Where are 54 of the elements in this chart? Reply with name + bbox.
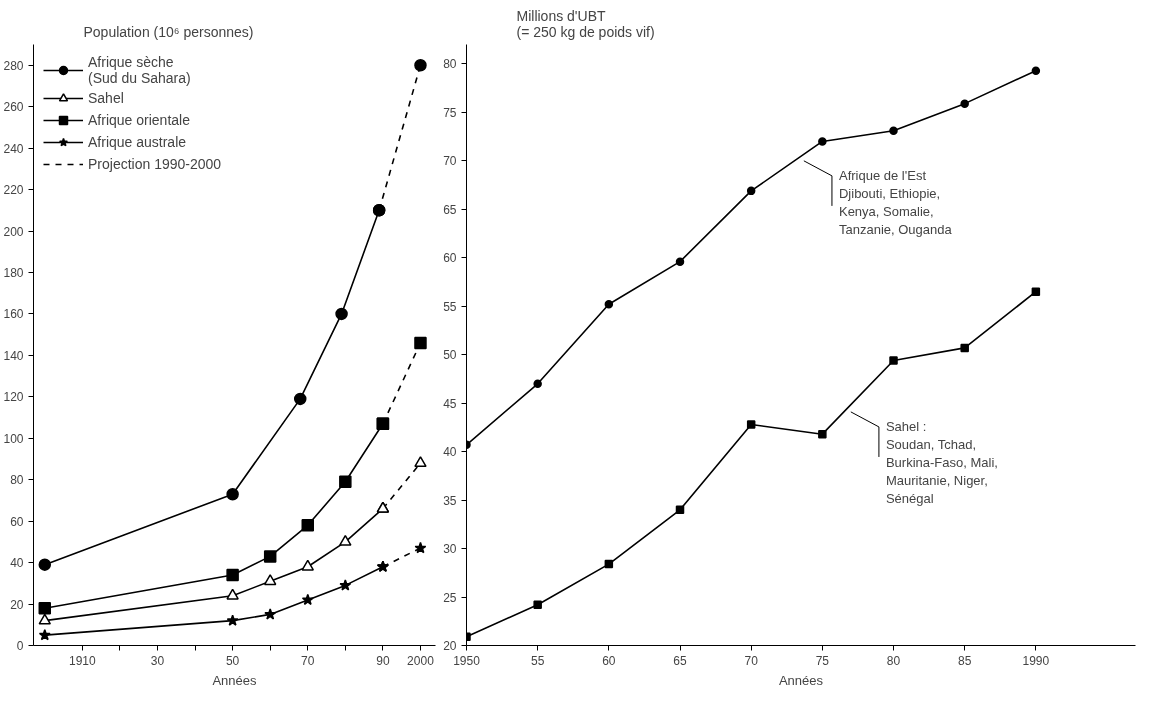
- y-tick-label: 35: [443, 493, 457, 508]
- annotation: Afrique de l'Est Djibouti, Ethiopie, Kenya, Somalie, Tanzanie, Ouganda: [838, 168, 953, 238]
- x-tick-label: 1910: [68, 653, 97, 668]
- annotation: Sahel : Soudan, Tchad, Burkina-Faso, Mali, Mauritanie, Niger, Sénégal: [885, 419, 998, 507]
- y-tick-label: 50: [443, 348, 457, 363]
- legend-label: Sahel: [88, 90, 124, 106]
- y-tick-label: 200: [3, 224, 24, 239]
- x-tick-label: 55: [531, 653, 545, 668]
- x-tick-label: 75: [815, 653, 830, 668]
- x-axis-title: Années: [212, 672, 258, 688]
- y-tick-label: 40: [443, 445, 457, 460]
- y-axis-title: Millions d'UBT (= 250 kg de poids vif): [516, 7, 655, 40]
- x-tick-label: 70: [744, 653, 759, 668]
- y-tick-label: 260: [3, 100, 24, 115]
- y-tick-label: 40: [10, 556, 24, 571]
- y-tick-label: 20: [443, 639, 457, 653]
- x-tick-label: 30: [150, 653, 165, 668]
- y-tick-label: 220: [3, 183, 24, 198]
- x-tick-label: 70: [301, 653, 315, 668]
- x-tick-label: 60: [602, 653, 616, 668]
- y-tick-label: 55: [443, 299, 457, 314]
- x-tick-label: 50: [225, 653, 240, 668]
- legend-label: Afrique orientale: [88, 112, 190, 128]
- y-tick-label: 25: [443, 590, 457, 605]
- y-tick-label: 280: [3, 58, 24, 73]
- x-tick-label: 2000: [407, 653, 435, 668]
- y-axis-title: Population (10⁶ personnes): [83, 23, 254, 40]
- x-tick-label: 85: [958, 653, 972, 668]
- y-tick-label: 70: [443, 154, 457, 169]
- y-tick-label: 80: [443, 57, 457, 72]
- y-tick-label: 45: [443, 396, 457, 411]
- y-tick-label: 30: [443, 542, 457, 557]
- y-tick-label: 80: [10, 473, 24, 488]
- y-tick-label: 120: [3, 390, 24, 405]
- y-tick-label: 60: [443, 251, 457, 266]
- legend-label: Projection 1990-2000: [88, 156, 222, 172]
- y-tick-label: 65: [443, 202, 457, 217]
- y-tick-label: 60: [10, 514, 24, 529]
- x-tick-label: 1950: [453, 653, 481, 668]
- legend-label: Afrique australe: [88, 134, 187, 150]
- y-tick-label: 240: [3, 141, 24, 156]
- y-tick-label: 140: [3, 348, 24, 363]
- x-tick-label: 80: [886, 653, 901, 668]
- x-tick-label: 65: [673, 653, 688, 668]
- legend-label: Afrique sèche (Sud du Sahara): [88, 54, 191, 86]
- y-tick-label: 20: [10, 597, 24, 612]
- y-tick-label: 160: [3, 307, 24, 322]
- x-axis-title: Années: [778, 672, 824, 688]
- y-tick-label: 180: [3, 265, 24, 280]
- y-tick-label: 75: [443, 105, 457, 120]
- y-tick-label: 0: [16, 639, 24, 653]
- x-tick-label: 90: [376, 653, 390, 668]
- y-tick-label: 100: [3, 431, 24, 446]
- x-tick-label: 1990: [1022, 653, 1050, 668]
